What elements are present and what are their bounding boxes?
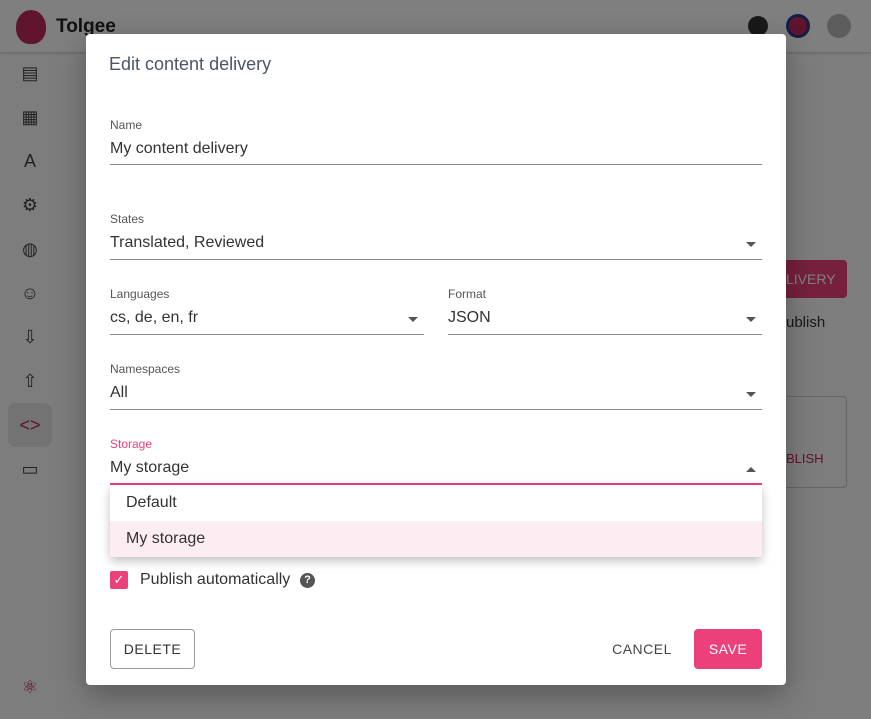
- storage-value: My storage: [110, 459, 190, 476]
- storage-label: Storage: [110, 437, 153, 451]
- chevron-down-icon: [746, 392, 756, 397]
- edit-content-delivery-dialog: Edit content delivery Name My content de…: [86, 34, 786, 685]
- storage-dropdown-menu: Default My storage: [110, 485, 762, 557]
- states-select[interactable]: States Translated, Reviewed: [110, 212, 762, 260]
- storage-option-default[interactable]: Default: [126, 494, 177, 511]
- format-value: JSON: [448, 309, 491, 326]
- name-field[interactable]: Name My content delivery: [110, 118, 762, 165]
- chevron-down-icon: [746, 317, 756, 322]
- cancel-button[interactable]: CANCEL: [602, 629, 682, 669]
- name-label: Name: [110, 118, 143, 132]
- delete-button[interactable]: DELETE: [110, 629, 195, 669]
- chevron-up-icon: [746, 467, 756, 472]
- save-button[interactable]: SAVE: [694, 629, 762, 669]
- storage-select[interactable]: Storage My storage: [110, 437, 762, 485]
- languages-select[interactable]: Languages cs, de, en, fr: [110, 287, 424, 335]
- format-select[interactable]: Format JSON: [448, 287, 762, 335]
- namespaces-select[interactable]: Namespaces All: [110, 362, 762, 410]
- publish-automatically-label[interactable]: Publish automatically: [140, 571, 291, 588]
- help-icon[interactable]: ?: [300, 573, 315, 588]
- format-label: Format: [448, 287, 487, 301]
- namespaces-label: Namespaces: [110, 362, 181, 376]
- storage-option-my-storage[interactable]: My storage: [110, 521, 762, 557]
- states-value: Translated, Reviewed: [110, 234, 265, 251]
- publish-automatically-checkbox[interactable]: ✓: [110, 571, 128, 589]
- chevron-down-icon: [746, 242, 756, 247]
- languages-value: cs, de, en, fr: [110, 309, 199, 326]
- languages-label: Languages: [110, 287, 170, 301]
- name-value: My content delivery: [110, 140, 248, 157]
- chevron-down-icon: [408, 317, 418, 322]
- namespaces-value: All: [110, 384, 128, 401]
- dialog-title: Edit content delivery: [109, 54, 272, 74]
- states-label: States: [110, 212, 145, 226]
